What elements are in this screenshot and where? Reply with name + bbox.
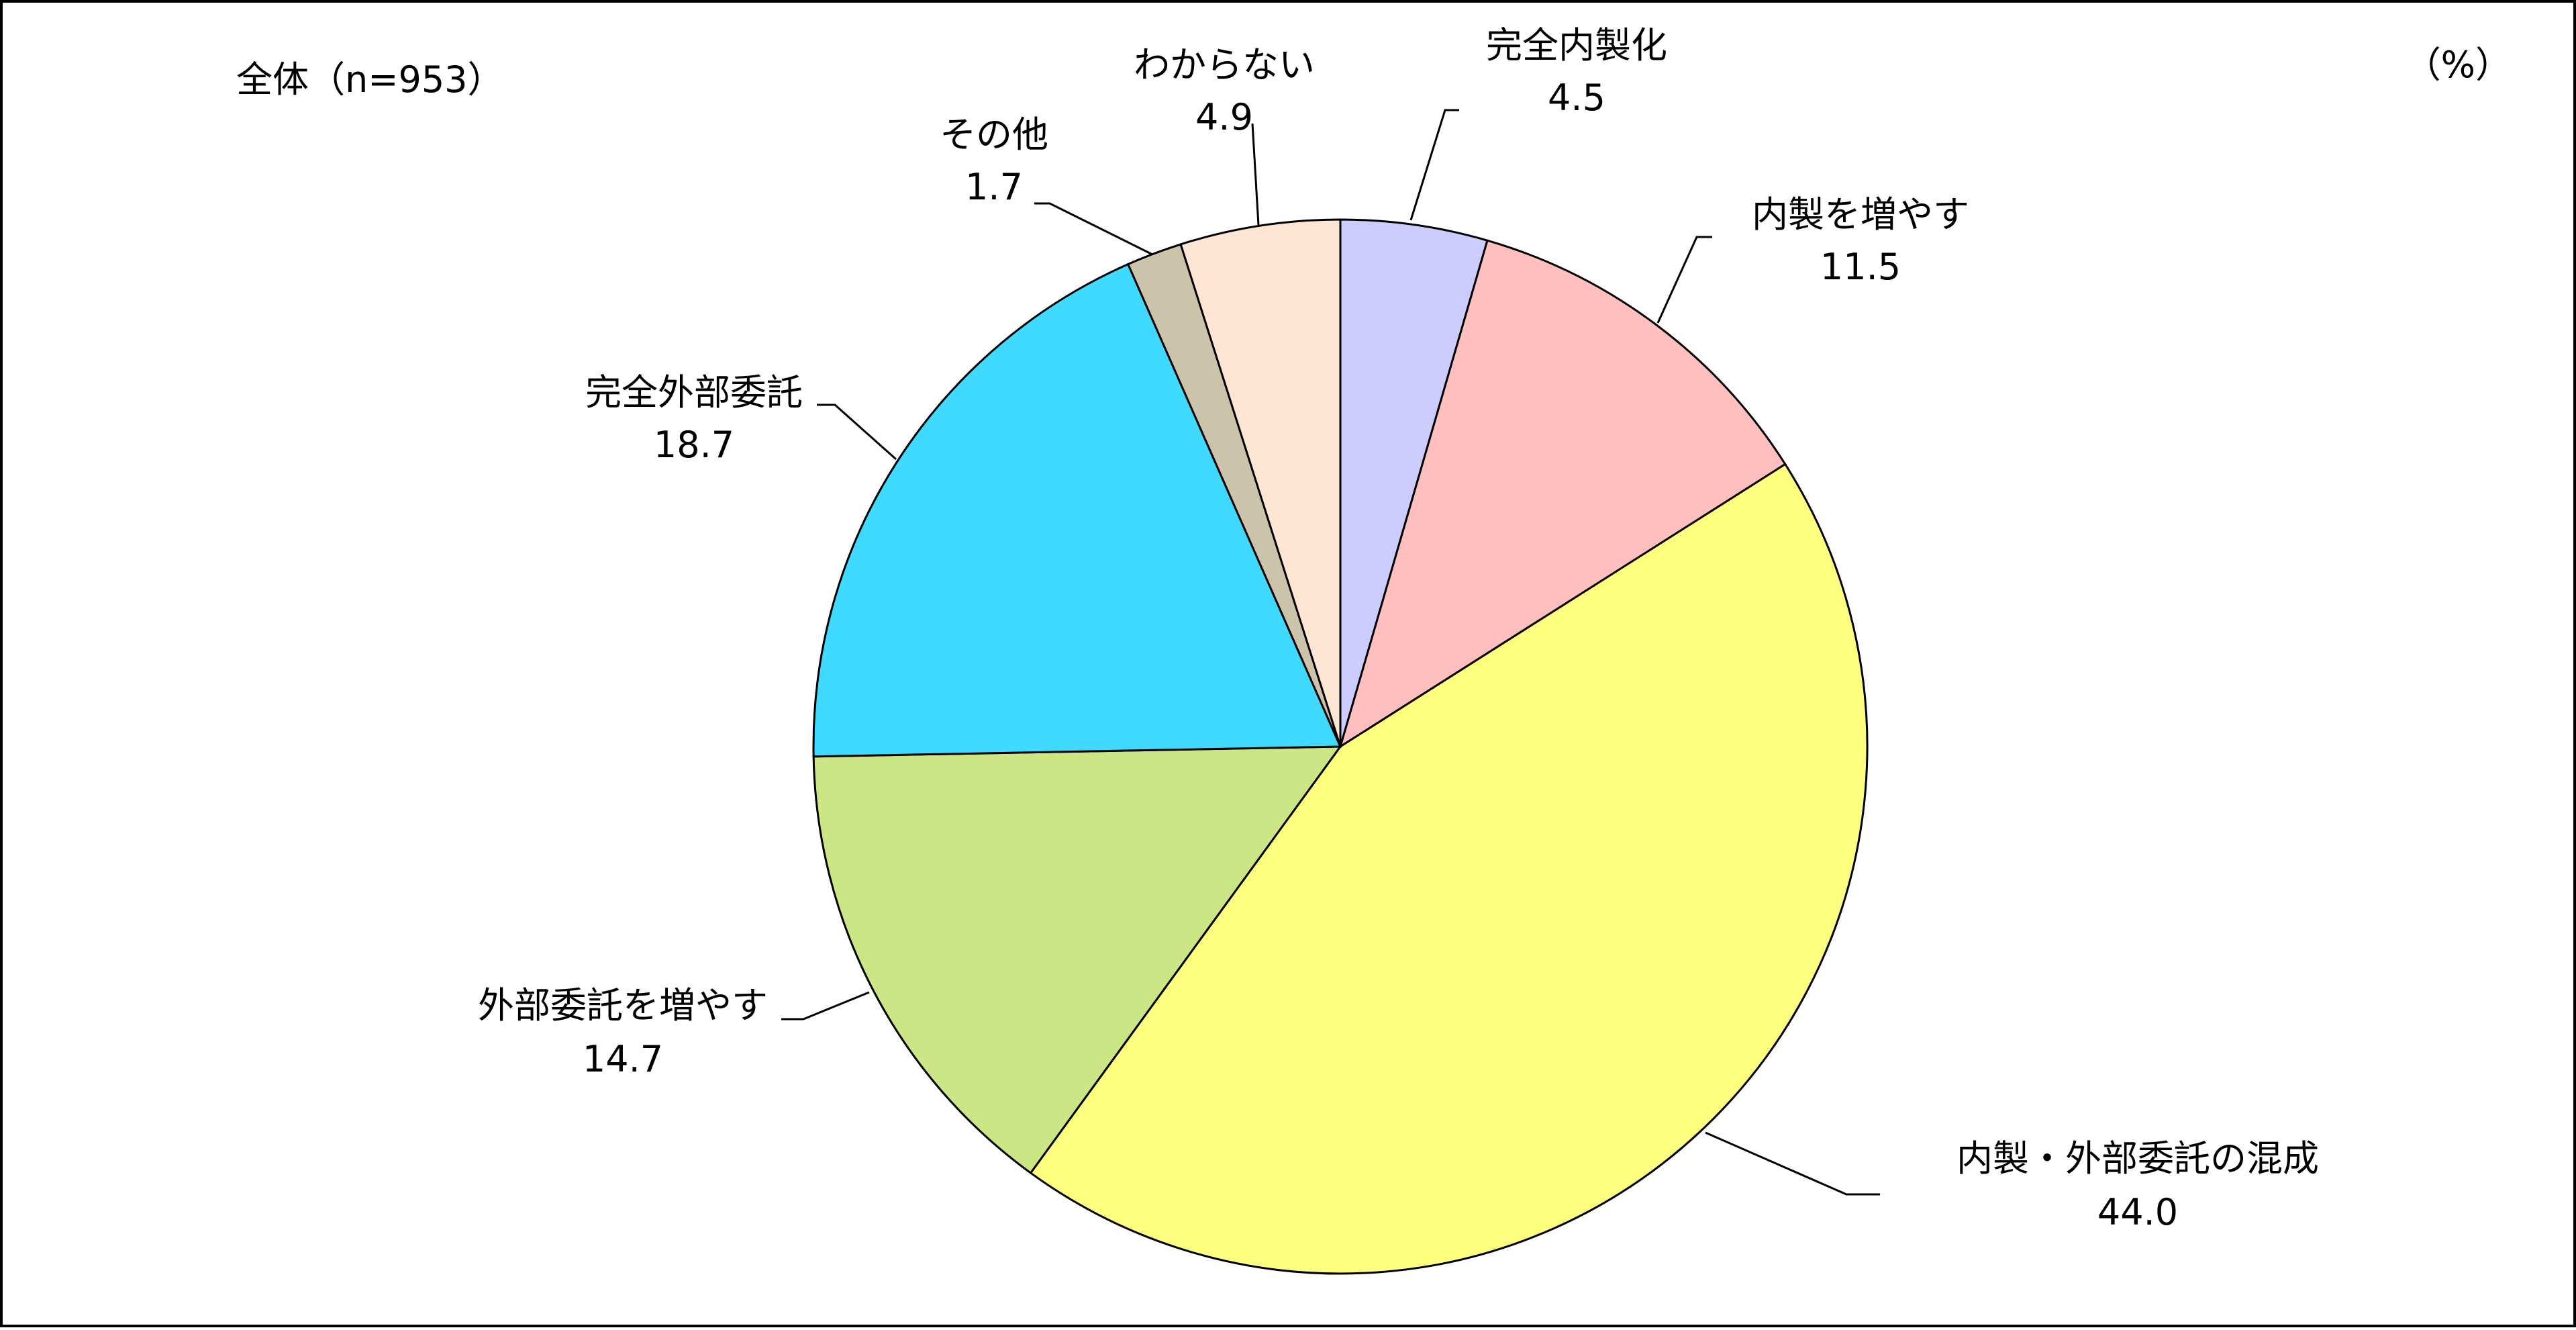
slice-name-label: わからない [1134,44,1315,86]
leader-line [1251,123,1260,226]
slice-value-label: 14.7 [583,1038,663,1080]
slice-label: 外部委託を増やす 14.7 [478,984,768,1080]
pie-slice [812,263,1342,758]
leader-line [781,991,870,1020]
slice-label: その他 1.7 [940,113,1048,208]
slice-name-label: 完全外部委託 [585,371,803,414]
slice-value-label: 44.0 [2097,1191,2178,1233]
slice-label: 内製・外部委託の混成 44.0 [1956,1137,2319,1233]
leader-line [817,403,897,461]
slice-value-label: 4.9 [1195,96,1253,138]
leader-line [1705,1131,1880,1196]
slice-label: 完全内製化 4.5 [1486,24,1667,119]
pie-slice [1179,218,1342,747]
sample-size-label: 全体（n=953） [236,58,504,101]
slice-value-label: 18.7 [654,424,734,466]
slice-label: 内製を増やす 11.5 [1752,193,1969,288]
slice-label: わからない 4.9 [1134,44,1315,138]
slice-name-label: 内製を増やす [1752,193,1969,236]
pie-slice [1339,218,1489,747]
slice-label: 完全外部委託 18.7 [585,371,803,466]
slice-value-label: 1.7 [965,166,1023,208]
slice-name-label: その他 [940,113,1048,156]
pie-slice [1029,463,1869,1275]
pie-slice [1338,239,1787,749]
leader-line [1656,236,1712,324]
pie-chart: 完全内製化 4.5 内製を増やす 11.5 内製・外部委託の混成 44.0 外部委託を増やす… [478,24,2319,1275]
slice-name-label: 外部委託を増やす [478,984,768,1027]
leader-line [1034,202,1153,256]
slice-name-label: 完全内製化 [1486,24,1667,66]
unit-label: （%） [2404,44,2512,86]
slice-name-label: 内製・外部委託の混成 [1956,1137,2319,1180]
pie-slice [812,745,1342,1175]
slice-value-label: 11.5 [1820,246,1901,288]
slice-value-label: 4.5 [1548,77,1605,119]
leader-line [1409,109,1459,221]
